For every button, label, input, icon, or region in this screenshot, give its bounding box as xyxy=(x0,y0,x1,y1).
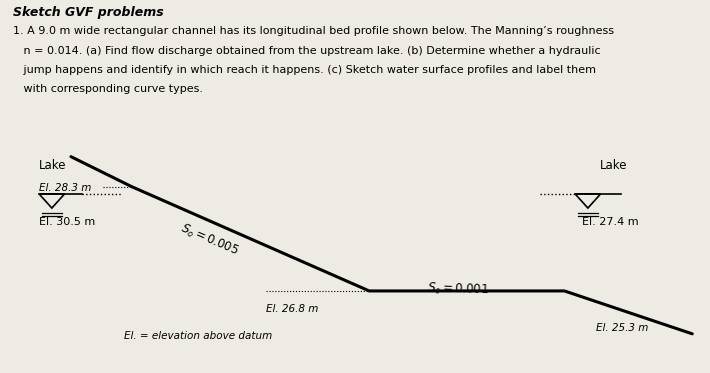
Text: Lake: Lake xyxy=(39,160,67,172)
Text: 1. A 9.0 m wide rectangular channel has its longitudinal bed profile shown below: 1. A 9.0 m wide rectangular channel has … xyxy=(13,26,613,36)
Text: with corresponding curve types.: with corresponding curve types. xyxy=(13,84,203,94)
Text: $S_o = 0.005$: $S_o = 0.005$ xyxy=(178,222,241,260)
Text: $S_o = 0.001$: $S_o = 0.001$ xyxy=(427,280,489,298)
Text: Lake: Lake xyxy=(600,160,628,172)
Text: Sketch GVF problems: Sketch GVF problems xyxy=(13,6,163,19)
Text: El. 28.3 m: El. 28.3 m xyxy=(39,184,92,193)
Text: El. = elevation above datum: El. = elevation above datum xyxy=(124,331,273,341)
Text: n = 0.014. (a) Find flow discharge obtained from the upstream lake. (b) Determin: n = 0.014. (a) Find flow discharge obtai… xyxy=(13,46,601,56)
Text: El. 26.8 m: El. 26.8 m xyxy=(266,304,319,314)
Text: El. 30.5 m: El. 30.5 m xyxy=(39,217,95,227)
Text: jump happens and identify in which reach it happens. (c) Sketch water surface pr: jump happens and identify in which reach… xyxy=(13,65,596,75)
Text: El. 25.3 m: El. 25.3 m xyxy=(596,323,649,333)
Text: El. 27.4 m: El. 27.4 m xyxy=(582,217,639,227)
